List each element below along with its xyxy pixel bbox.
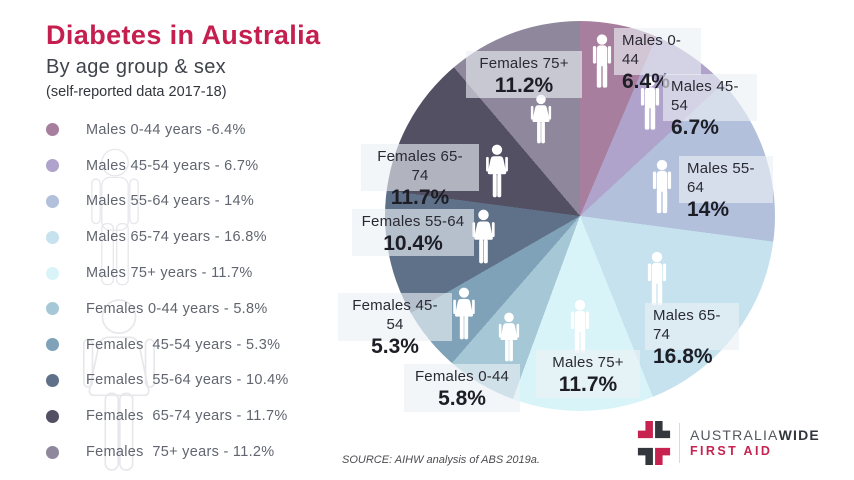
page-subtitle: By age group & sex (46, 56, 226, 78)
legend-item-label: Males 0-44 years -6.4% (86, 121, 246, 138)
legend-item: Females 45-54 years - 5.3% (46, 327, 289, 363)
legend-dot (46, 230, 59, 244)
pie-label-name: Females 45-54 (352, 297, 438, 333)
pie-label-name: Females 55-64 (361, 213, 465, 230)
pie-label-percent: 6.4% (622, 70, 670, 93)
legend: Males 0-44 years -6.4% Males 45-54 years … (46, 112, 289, 470)
legend-item: Females 65-74 years - 11.7% (46, 398, 289, 434)
pie-slice-label: Females 65-74 11.7% (361, 144, 479, 209)
legend-dot (46, 302, 59, 316)
pie-slice-label: Females 45-54 5.3% (338, 293, 452, 358)
legend-item: Males 0-44 years -6.4% (46, 112, 289, 148)
pie-slice-label: Females 55-64 10.4% (352, 209, 474, 256)
pie-slice-label: Females 0-44 5.8% (404, 364, 520, 412)
page-title: Diabetes in Australia (46, 20, 321, 50)
legend-dot (46, 266, 59, 280)
legend-item-label: Males 45-54 years - 6.7% (86, 157, 259, 174)
legend-dot (46, 409, 59, 423)
cross-logo-icon (637, 421, 671, 465)
logo-divider (679, 423, 680, 463)
legend-item-label: Females 65-74 years - 11.7% (86, 408, 288, 425)
male-figure-icon (589, 32, 615, 90)
legend-dot (46, 445, 59, 459)
legend-item-label: Males 75+ years - 11.7% (86, 265, 253, 282)
pie-label-percent: 11.7% (558, 373, 618, 396)
male-figure-icon (567, 298, 593, 355)
brand-name: AUSTRALIAWIDE (690, 427, 820, 444)
legend-dot (46, 159, 59, 173)
legend-item: Males 55-64 years - 14% (46, 184, 289, 220)
legend-item: Females 0-44 years - 5.8% (46, 291, 289, 327)
brand-name-first: AUSTRALIA (690, 427, 779, 443)
male-figure-icon (644, 250, 670, 307)
legend-item-label: Females 0-44 years - 5.8% (86, 300, 268, 317)
legend-dot (46, 338, 59, 352)
legend-dot (46, 373, 59, 387)
brand-name-second: WIDE (778, 427, 820, 443)
pie-label-percent: 16.8% (653, 345, 713, 368)
pie-label-name: Males 65-74 (653, 307, 721, 343)
pie-slice-label: Males 55-64 14% (679, 156, 773, 221)
female-figure-icon (495, 312, 523, 362)
legend-item: Males 75+ years - 11.7% (46, 255, 289, 291)
page-note: (self-reported data 2017-18) (46, 84, 227, 100)
pie-label-percent: 5.3% (371, 335, 419, 358)
source-note: SOURCE: AIHW analysis of ABS 2019a. (342, 454, 540, 466)
legend-item-label: Males 55-64 years - 14% (86, 193, 255, 210)
male-figure-icon (649, 159, 675, 214)
legend-item-label: Females 45-54 years - 5.3% (86, 336, 281, 353)
pie-label-percent: 11.7% (390, 186, 450, 209)
legend-item-label: Females 55-64 years - 10.4% (86, 372, 289, 389)
female-figure-icon (449, 287, 479, 340)
pie-label-name: Females 65-74 (377, 148, 463, 184)
pie-label-percent: 11.2% (494, 74, 554, 97)
pie-slice-label: Males 0-44 6.4% (614, 28, 701, 93)
legend-item: Males 65-74 years - 16.8% (46, 219, 289, 255)
pie-label-name: Males 0-44 (622, 32, 682, 68)
brand-tagline: FIRST AID (690, 444, 773, 458)
pie-label-percent: 10.4% (383, 232, 443, 255)
pie-label-name: Males 75+ (552, 354, 624, 371)
female-figure-icon (482, 144, 512, 198)
pie-slice-label: Females 75+ 11.2% (466, 51, 582, 98)
legend-item-label: Females 75+ years - 11.2% (86, 444, 275, 461)
legend-item-label: Males 65-74 years - 16.8% (86, 229, 267, 246)
legend-item: Females 55-64 years - 10.4% (46, 363, 289, 399)
pie-label-name: Females 75+ (479, 55, 569, 72)
pie-label-percent: 14% (687, 198, 730, 221)
pie-slice-label: Males 75+ 11.7% (536, 350, 640, 398)
pie-label-name: Males 45-54 (671, 78, 739, 114)
pie-label-percent: 5.8% (438, 387, 486, 410)
brand-logo: AUSTRALIAWIDE FIRST AID (637, 421, 820, 465)
pie-slice-label: Males 65-74 16.8% (645, 303, 739, 368)
pie-label-percent: 6.7% (671, 116, 719, 139)
legend-item: Males 45-54 years - 6.7% (46, 148, 289, 184)
legend-dot (46, 123, 59, 137)
pie-label-name: Females 0-44 (414, 368, 510, 385)
legend-item: Females 75+ years - 11.2% (46, 434, 289, 470)
pie-label-name: Males 55-64 (687, 160, 755, 196)
female-figure-icon (526, 94, 556, 144)
pie-slice-label: Males 45-54 6.7% (663, 74, 757, 139)
legend-dot (46, 194, 59, 208)
